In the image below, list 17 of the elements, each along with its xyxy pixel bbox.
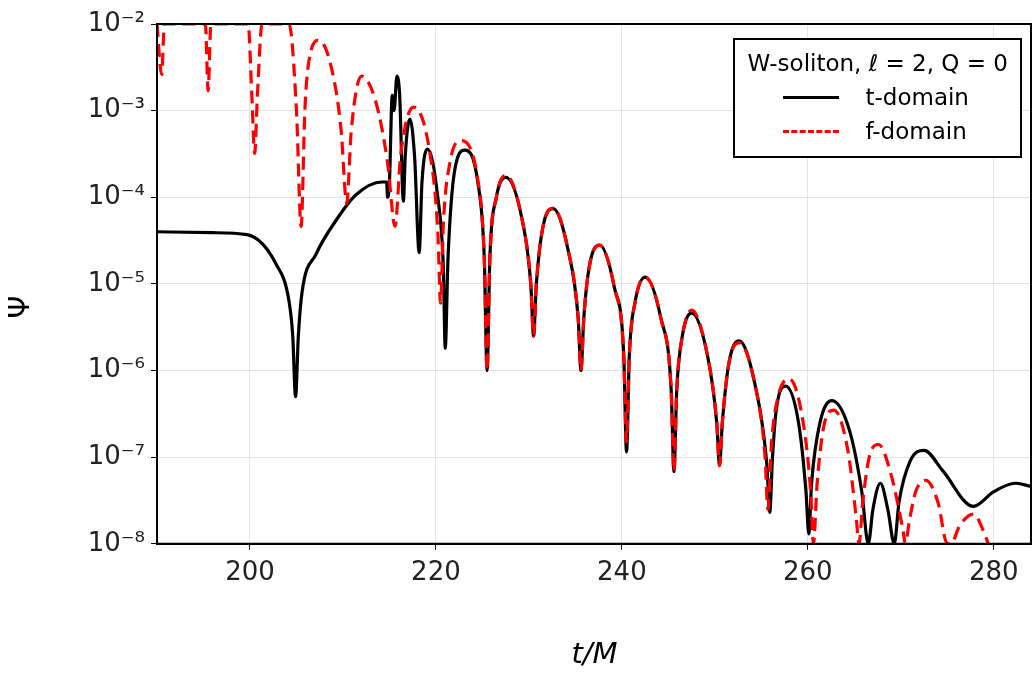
x-axis-title: t/M xyxy=(570,636,619,670)
y-tick-label: 10⁻² xyxy=(87,6,145,37)
y-tick-label: 10⁻⁸ xyxy=(87,526,145,557)
x-tick-label: 220 xyxy=(411,556,461,587)
y-tick-label: 10⁻⁵ xyxy=(87,266,145,297)
y-tick-label: 10⁻⁶ xyxy=(87,353,145,384)
legend-label: t-domain xyxy=(865,84,969,110)
y-axis-title: Ψ xyxy=(2,295,37,319)
x-tick-label: 200 xyxy=(225,556,275,587)
x-tick-label: 240 xyxy=(597,556,647,587)
y-tick-label: 10⁻⁴ xyxy=(87,180,145,211)
y-tick-label: 10⁻³ xyxy=(87,93,145,124)
y-tick-label: 10⁻⁷ xyxy=(87,439,145,470)
x-tick-label: 280 xyxy=(968,556,1019,587)
legend-title: W-soliton, ℓ = 2, Q = 0 xyxy=(747,50,1008,76)
legend-label: f-domain xyxy=(865,118,967,144)
x-tick-label: 260 xyxy=(783,556,833,587)
